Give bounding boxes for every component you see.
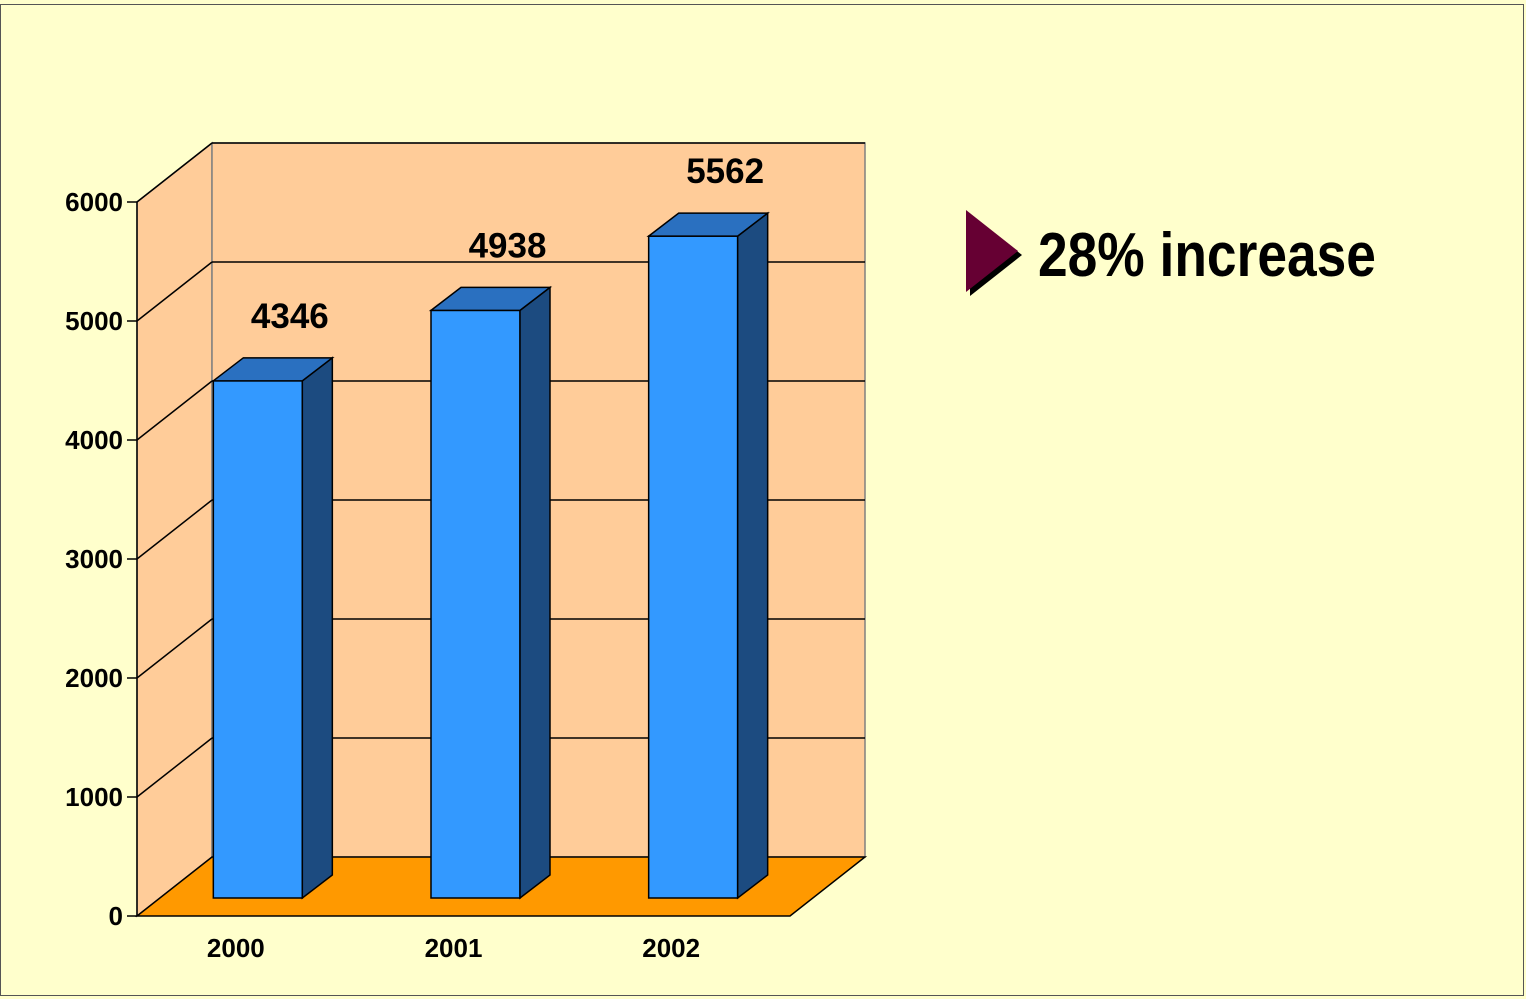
- gridline-side: [136, 142, 213, 203]
- data-label: 4938: [469, 226, 547, 265]
- x-tick-label: 2000: [207, 933, 265, 963]
- callout: 28% increase: [966, 210, 1431, 300]
- x-tick-label: 2002: [642, 933, 700, 963]
- bar-top: [211, 357, 335, 382]
- bar-front: [430, 309, 521, 899]
- triangle-bullet-icon: [966, 210, 1022, 296]
- y-tick-label: 2000: [65, 663, 123, 693]
- gridline-side: [136, 618, 213, 679]
- gridline-side: [136, 380, 213, 441]
- callout-text: 28% increase: [1038, 220, 1376, 290]
- gridline-side: [136, 261, 213, 322]
- bar-side: [301, 356, 334, 900]
- y-tick-label: 5000: [65, 306, 123, 336]
- slide-frame: [0, 4, 1524, 996]
- y-tick-label: 0: [109, 901, 123, 931]
- gridline-side: [136, 499, 213, 560]
- gridline-side: [136, 737, 213, 798]
- x-tick-label: 2001: [425, 933, 483, 963]
- y-tick-label: 1000: [65, 782, 123, 812]
- bar-side: [519, 285, 551, 900]
- y-tick-label: 3000: [65, 544, 123, 574]
- bar-top: [646, 212, 770, 237]
- y-tick-label: 4000: [65, 425, 123, 455]
- data-label: 4346: [251, 297, 329, 336]
- y-tick-label: 6000: [65, 187, 123, 217]
- bar-front: [212, 380, 304, 899]
- bar-top: [428, 286, 553, 312]
- data-label: 5562: [686, 152, 764, 191]
- bar-front: [647, 235, 739, 899]
- bar-side: [736, 211, 769, 900]
